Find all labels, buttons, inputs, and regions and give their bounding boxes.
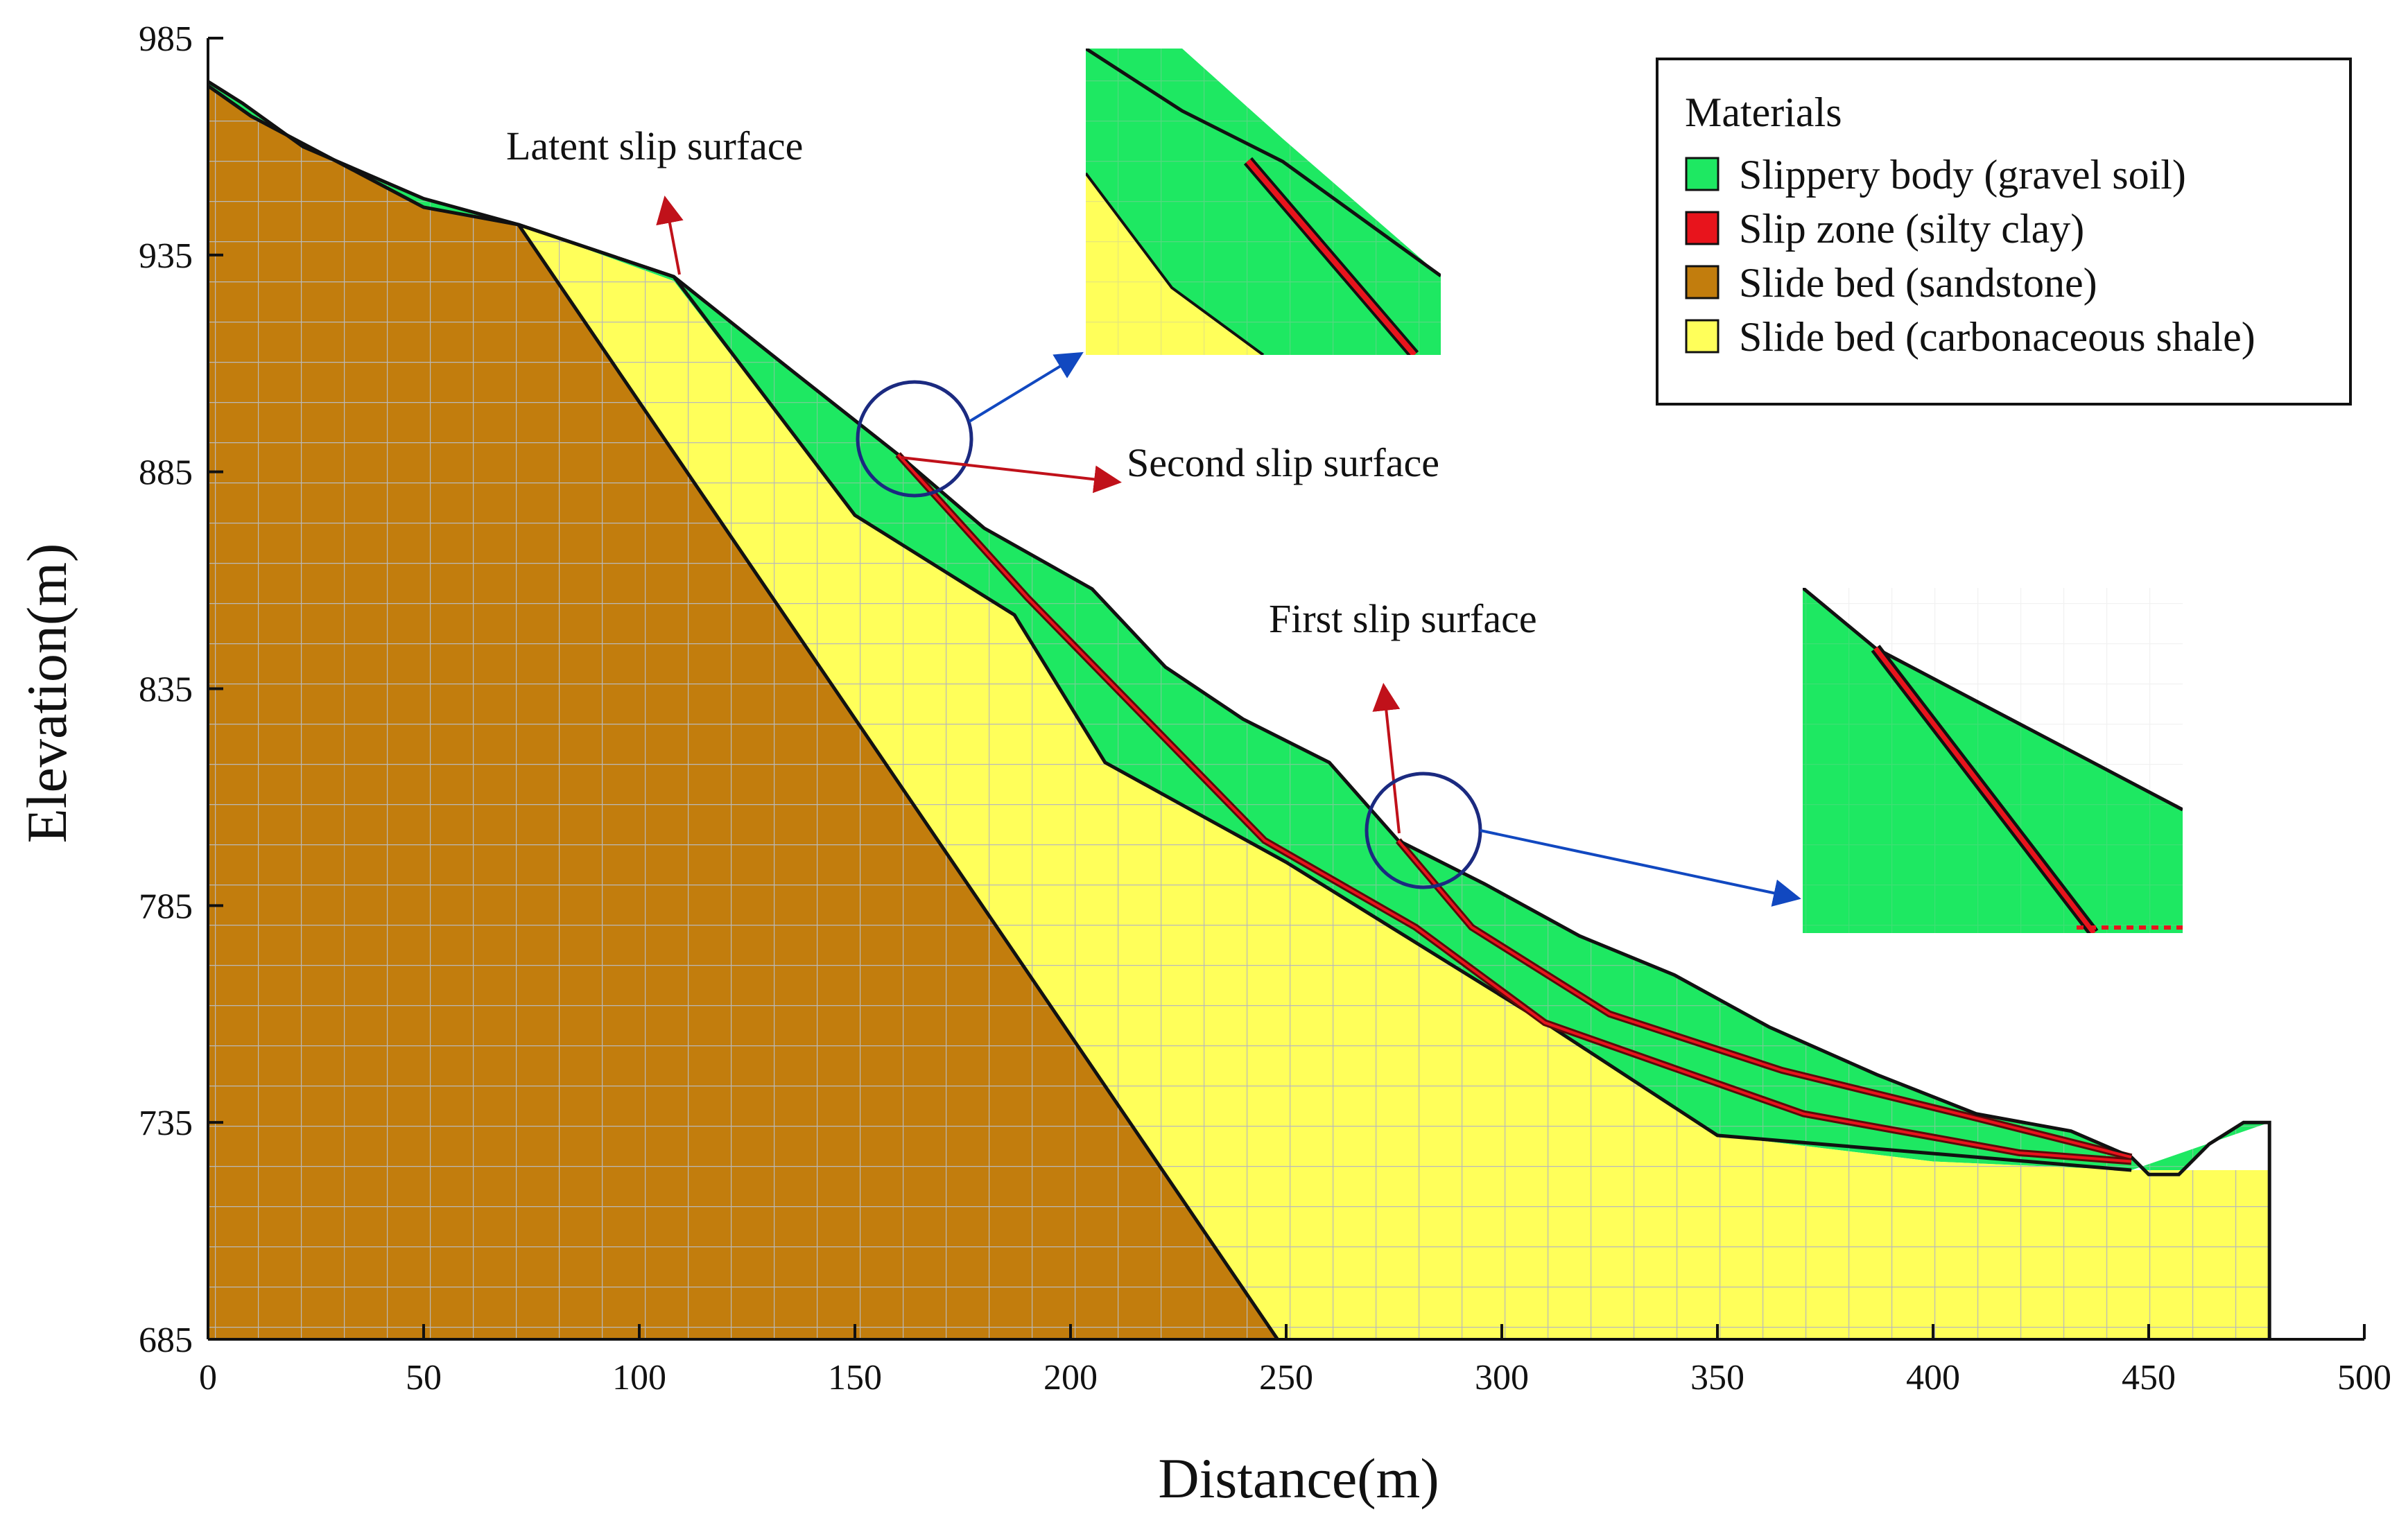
legend-items: Slippery body (gravel soil) Slip zone (si… bbox=[1685, 152, 2255, 360]
y-tick-label: 735 bbox=[139, 1104, 193, 1143]
y-tick-label: 685 bbox=[139, 1321, 193, 1360]
second-slip-arrow bbox=[901, 456, 1122, 494]
second-slip-label: Second slip surface bbox=[1127, 440, 1439, 485]
y-tick-label: 985 bbox=[139, 19, 193, 59]
first-slip-zoom-arrow bbox=[1480, 829, 1801, 907]
legend-label: Slippery body (gravel soil) bbox=[1739, 152, 2186, 198]
second-slip-zoom-arrow bbox=[968, 351, 1084, 423]
latent-slip-surface-line bbox=[518, 223, 2132, 1172]
y-tick-label: 935 bbox=[139, 236, 193, 276]
latent-slip-label: Latent slip surface bbox=[506, 123, 803, 168]
x-tick-label: 300 bbox=[1475, 1358, 1529, 1398]
y-axis-title: Elevation(m) bbox=[15, 543, 78, 844]
legend-title: Materials bbox=[1685, 89, 1842, 135]
x-ticks: 0 50 100 150 200 250 300 350 400 450 500 bbox=[199, 1324, 2391, 1398]
x-tick-label: 500 bbox=[2337, 1358, 2391, 1398]
first-slip-label: First slip surface bbox=[1269, 596, 1537, 641]
x-axis-title: Distance(m) bbox=[1158, 1447, 1439, 1510]
latent-slip-arrow bbox=[656, 195, 684, 275]
zoom-insets bbox=[1086, 49, 2183, 933]
y-tick-label: 885 bbox=[139, 453, 193, 493]
x-tick-label: 250 bbox=[1259, 1358, 1313, 1398]
inset-second-slip bbox=[1086, 49, 1441, 355]
slope-cross-section bbox=[207, 80, 2271, 1341]
legend-box bbox=[1656, 58, 2352, 406]
second-slip-circle bbox=[856, 380, 973, 498]
legend-label: Slide bed (sandstone) bbox=[1739, 260, 2097, 306]
x-tick-label: 150 bbox=[828, 1358, 882, 1398]
x-tick-label: 450 bbox=[2122, 1358, 2176, 1398]
annotations: Latent slip surface Second slip surface … bbox=[506, 123, 1801, 907]
legend-label: Slip zone (silty clay) bbox=[1739, 206, 2084, 252]
legend-swatch bbox=[1685, 211, 1720, 245]
y-tick-label: 835 bbox=[139, 670, 193, 710]
x-tick-label: 400 bbox=[1906, 1358, 1960, 1398]
legend-swatch bbox=[1685, 157, 1720, 191]
x-tick-label: 0 bbox=[199, 1358, 217, 1398]
x-tick-label: 50 bbox=[406, 1358, 442, 1398]
sandstone-mesh bbox=[208, 85, 1278, 1339]
x-tick-label: 100 bbox=[612, 1358, 666, 1398]
first-slip-surface-core bbox=[1397, 839, 2132, 1159]
legend: Materials Slippery body (gravel soil)Sli… bbox=[1656, 58, 2352, 406]
sandstone-boundary-line bbox=[207, 84, 1279, 1341]
y-ticks: 685 735 785 835 885 935 985 bbox=[139, 19, 223, 1360]
inset-first-slip bbox=[1803, 588, 2183, 933]
second-slip-surface-core bbox=[896, 453, 2132, 1163]
carbonaceous-shale-mesh bbox=[208, 85, 2270, 1339]
legend-swatch bbox=[1685, 265, 1720, 299]
y-tick-label: 785 bbox=[139, 887, 193, 926]
axes: 0 50 100 150 200 250 300 350 400 450 500 685 735 785… bbox=[15, 19, 2391, 1510]
legend-swatch bbox=[1685, 319, 1720, 354]
legend-label: Slide bed (carbonaceous shale) bbox=[1739, 314, 2255, 360]
x-tick-label: 200 bbox=[1043, 1358, 1098, 1398]
x-tick-label: 350 bbox=[1690, 1358, 1744, 1398]
ground-surface-line bbox=[207, 80, 2271, 1339]
first-slip-arrow bbox=[1372, 683, 1401, 834]
